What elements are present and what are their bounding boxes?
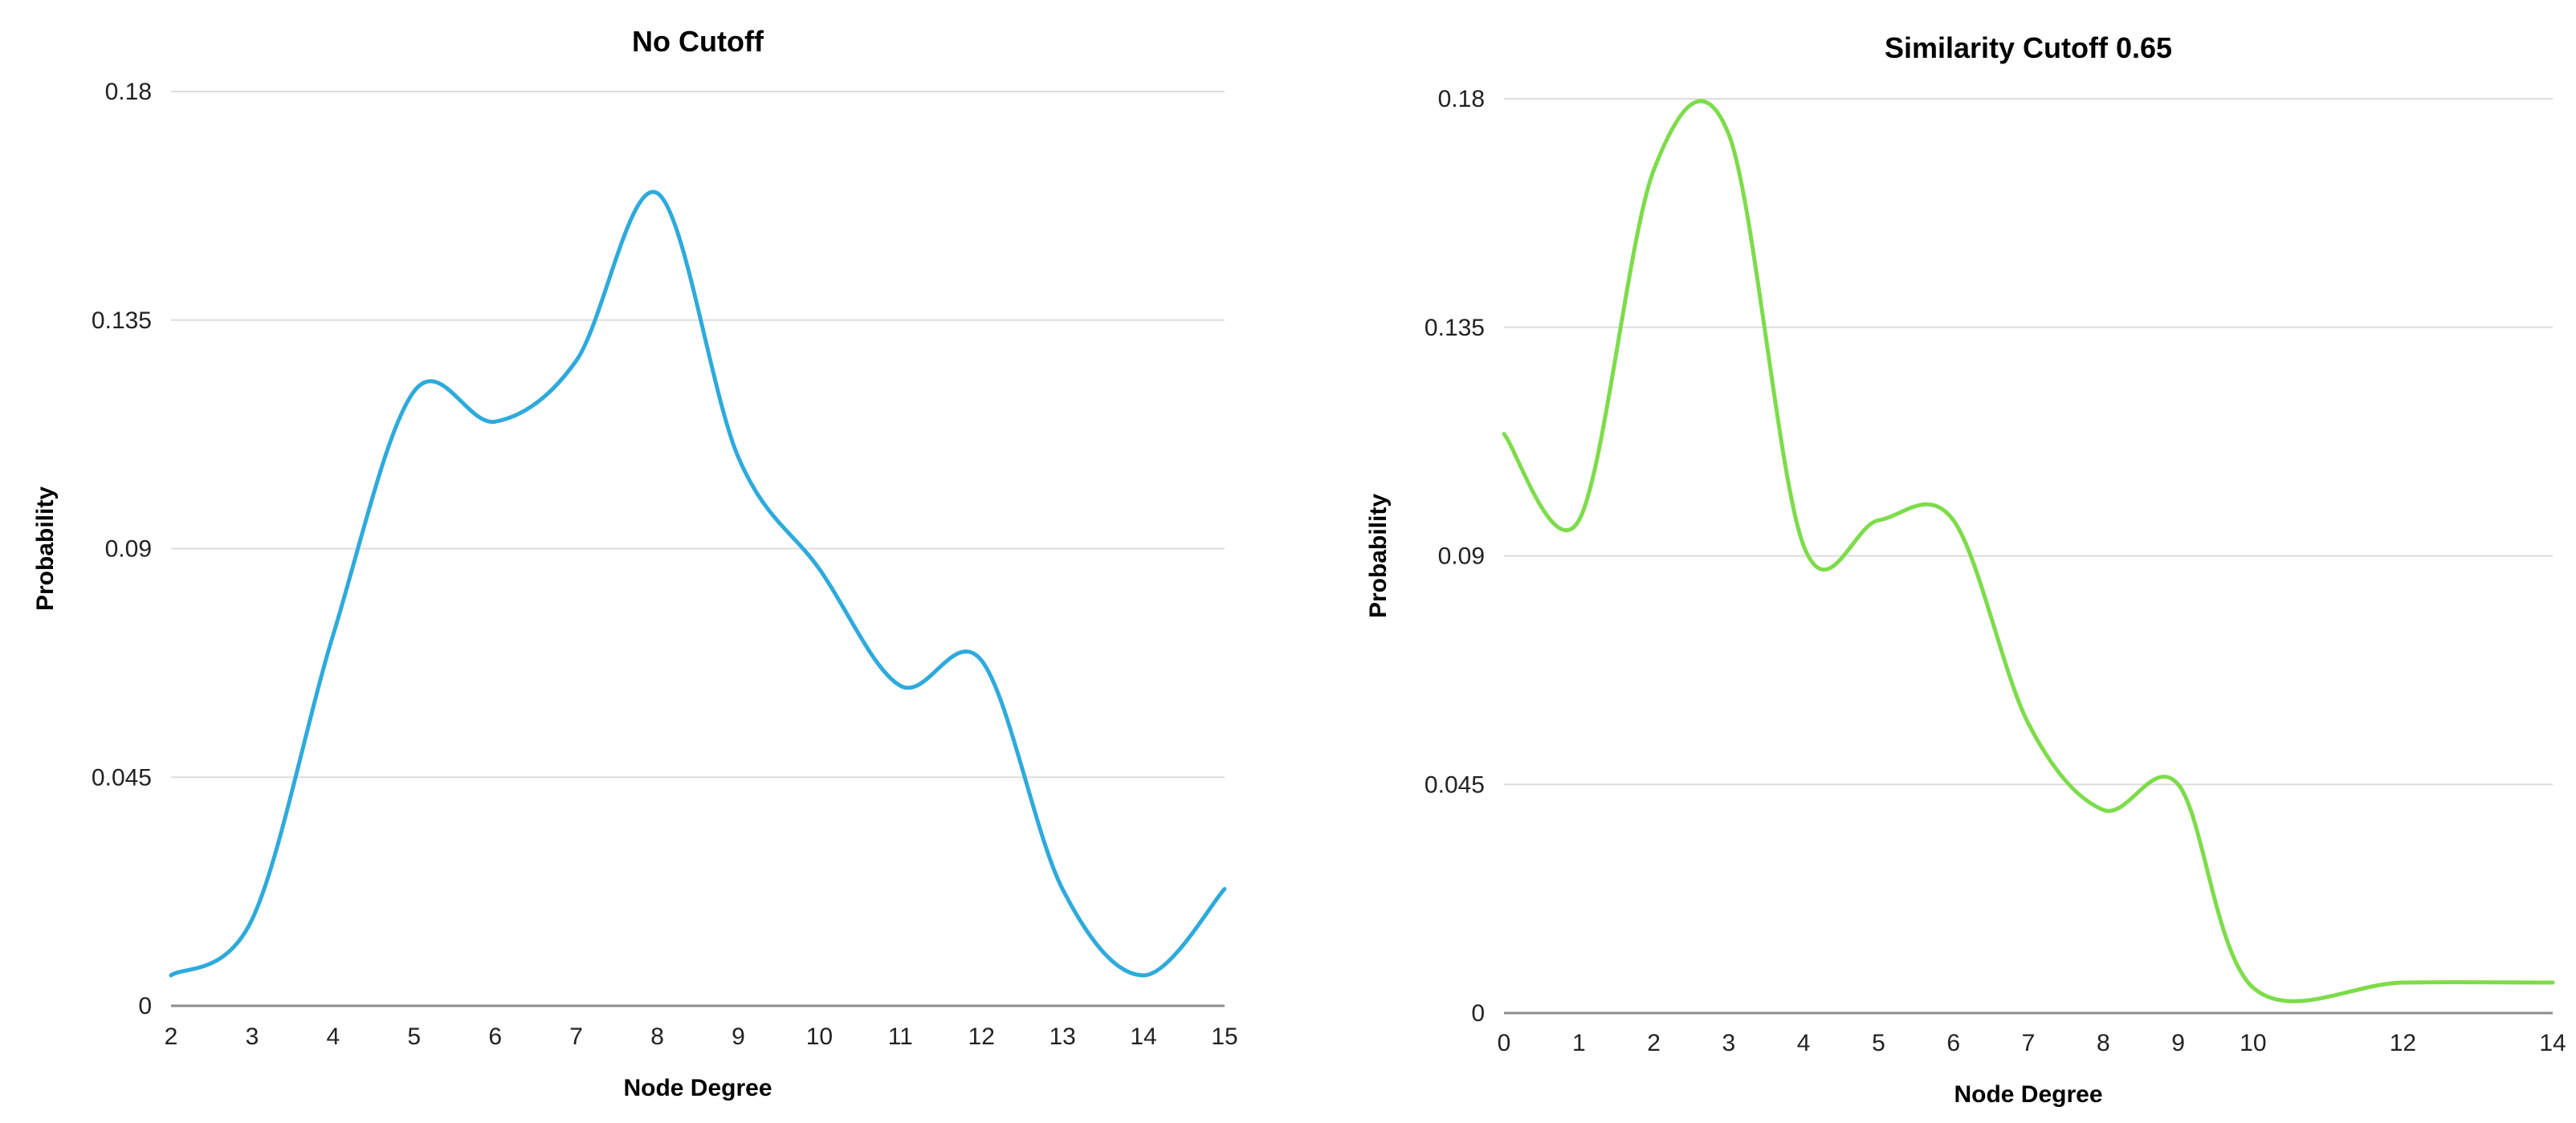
x-tick-label: 14	[2539, 1030, 2566, 1056]
series	[169, 189, 1227, 978]
y-tick-label: 0.135	[92, 307, 152, 334]
series-line	[169, 189, 1227, 978]
y-axis-label: Probability	[1365, 494, 1392, 618]
y-tick-label: 0	[1471, 1000, 1485, 1027]
x-tick-label: 10	[806, 1023, 833, 1050]
x-tick-label: 7	[2022, 1030, 2036, 1056]
chart-no-cutoff: No Cutoff Node Degree Probability 0 0.045…	[32, 25, 1238, 1101]
x-tick-label: 9	[2171, 1030, 2185, 1056]
x-tick-label: 14	[1130, 1023, 1156, 1050]
x-axis-label: Node Degree	[1954, 1081, 2102, 1108]
x-tick-label: 2	[165, 1023, 178, 1050]
x-tick-label: 9	[732, 1023, 745, 1050]
x-tick-label: 4	[327, 1023, 340, 1050]
y-tick-label: 0	[138, 993, 152, 1019]
y-tick-label: 0.18	[105, 79, 152, 105]
x-tick-label: 10	[2240, 1030, 2266, 1056]
x-tick-label: 4	[1797, 1030, 1811, 1056]
y-tick-label: 0.045	[92, 764, 152, 791]
x-tick-label: 5	[1872, 1030, 1885, 1056]
x-tick-label: 12	[968, 1023, 995, 1050]
x-tick-label: 12	[2390, 1030, 2416, 1056]
y-axis-label: Probability	[32, 486, 59, 611]
chart-title: No Cutoff	[632, 25, 764, 58]
series	[1502, 99, 2555, 1003]
x-tick-label: 5	[407, 1023, 421, 1050]
x-tick-label: 2	[1647, 1030, 1661, 1056]
y-tick-label: 0.09	[1438, 543, 1485, 570]
gridlines	[171, 91, 1225, 1007]
y-tick-label: 0.045	[1425, 771, 1485, 798]
x-tick-label: 15	[1211, 1023, 1237, 1050]
x-tick-label: 3	[246, 1023, 259, 1050]
y-tick-label: 0.135	[1425, 315, 1485, 341]
chart-similarity-cutoff: Similarity Cutoff 0.65 Node Degree Proba…	[1365, 31, 2566, 1108]
x-tick-label: 1	[1572, 1030, 1586, 1056]
x-tick-label: 6	[488, 1023, 502, 1050]
x-tick-label: 6	[1946, 1030, 1960, 1056]
y-tick-label: 0.09	[105, 536, 152, 563]
x-tick-label: 11	[888, 1023, 913, 1050]
series-line	[1502, 99, 2555, 1003]
tick-labels: 0 0.045 0.09 0.135 0.18 2 3 4 5 6 7 8 9 10 11 12 13 14 15	[92, 79, 1238, 1050]
x-tick-label: 8	[2097, 1030, 2110, 1056]
x-tick-label: 3	[1722, 1030, 1736, 1056]
x-tick-label: 7	[569, 1023, 583, 1050]
y-tick-label: 0.18	[1438, 86, 1485, 112]
chart-title: Similarity Cutoff 0.65	[1885, 31, 2172, 64]
x-axis-label: Node Degree	[623, 1075, 772, 1101]
gridlines	[1504, 98, 2553, 1015]
x-tick-label: 8	[650, 1023, 664, 1050]
x-tick-label: 0	[1498, 1030, 1511, 1056]
x-tick-label: 13	[1049, 1023, 1075, 1050]
